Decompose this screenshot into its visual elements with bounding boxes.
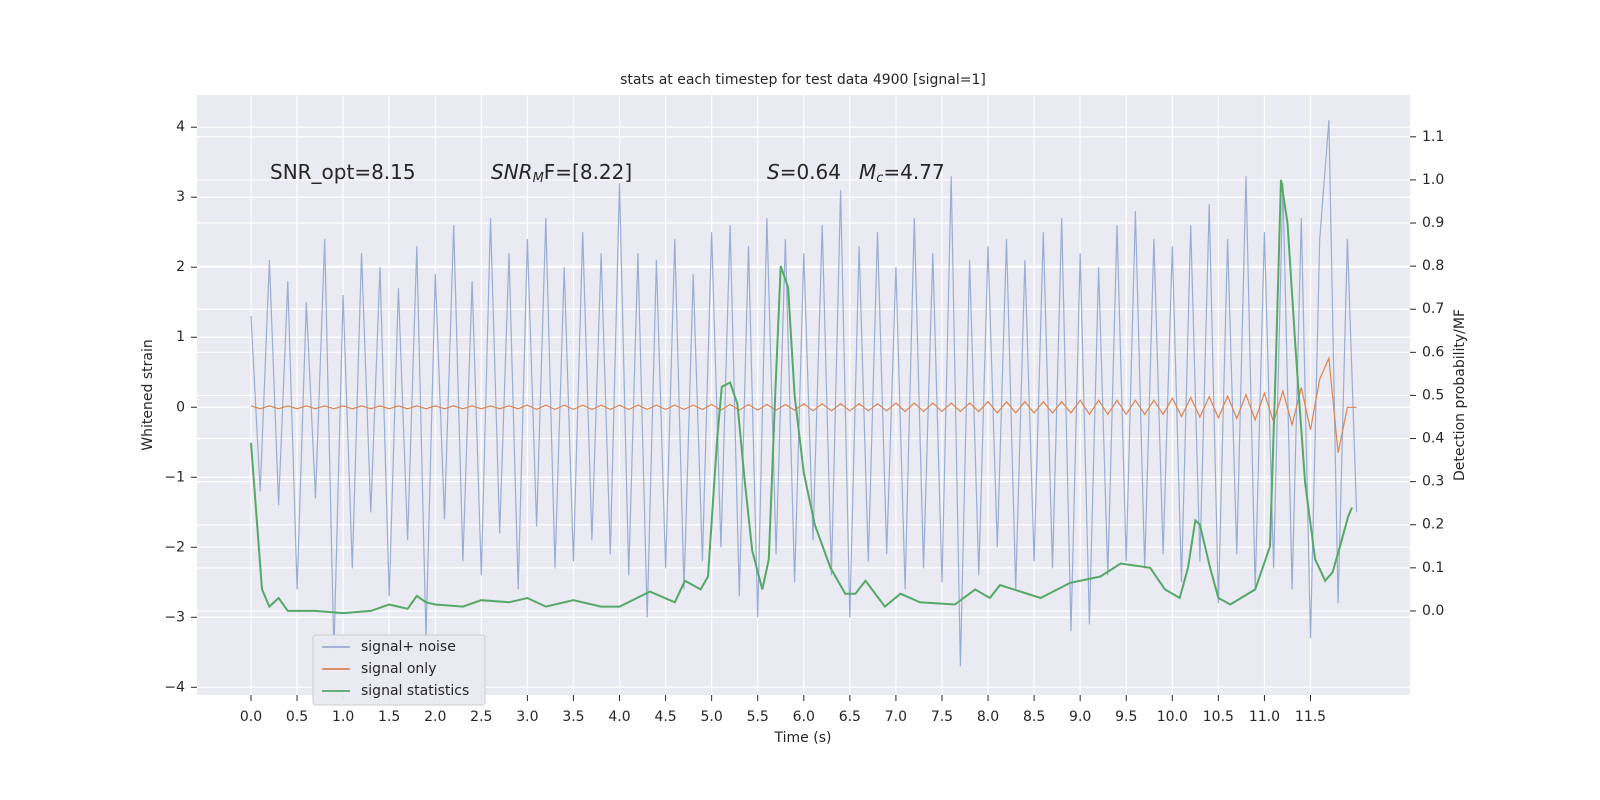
legend-label: signal+ noise (361, 639, 456, 655)
x-tick-label: 1.5 (378, 709, 400, 725)
y2-tick-label: 0.9 (1422, 215, 1444, 231)
x-tick-label: 0.5 (286, 709, 308, 725)
y-tick-label: −2 (164, 539, 185, 555)
y-tick-label: −1 (164, 469, 185, 485)
x-tick-label: 10.5 (1203, 709, 1234, 725)
annotation: Mc=4.77 (859, 160, 945, 186)
annotation: SNRMF=[8.22] (491, 160, 632, 186)
y2-tick-label: 0.6 (1422, 344, 1444, 360)
x-tick-label: 8.5 (1023, 709, 1045, 725)
series-line (250, 179, 1353, 615)
annotation-part: F=[8.22] (544, 160, 632, 184)
y-tick-label: 4 (176, 119, 185, 135)
annotation-part: SNR (491, 160, 533, 184)
x-tick-label: 2.0 (424, 709, 446, 725)
legend-label: signal only (361, 661, 436, 677)
legend-label: signal statistics (361, 683, 469, 699)
x-tick-label: 11.0 (1249, 709, 1280, 725)
y-tick-label: 3 (176, 189, 185, 205)
x-tick-label: 9.5 (1115, 709, 1137, 725)
x-tick-label: 4.0 (608, 709, 630, 725)
y2-tick-label: 0.0 (1422, 603, 1444, 619)
y-axis-label: Whitened strain (140, 339, 156, 450)
x-tick-label: 10.0 (1157, 709, 1188, 725)
x-tick-label: 6.5 (839, 709, 861, 725)
y-tick-label: 1 (176, 329, 185, 345)
annotation-part: SNR_opt=8.15 (270, 160, 416, 184)
x-tick-label: 3.5 (562, 709, 584, 725)
y-tick-label: 0 (176, 399, 185, 415)
legend-box (312, 634, 486, 706)
x-tick-label: 8.0 (977, 709, 999, 725)
x-tick-label: 5.5 (747, 709, 769, 725)
annotation-part: =0.64 (780, 160, 841, 184)
x-tick-label: 2.5 (470, 709, 492, 725)
annotation: SNR_opt=8.15 (270, 160, 416, 184)
x-tick-label: 11.5 (1295, 709, 1326, 725)
y-tick-label: 2 (176, 259, 185, 275)
y2-tick-label: 0.8 (1422, 258, 1444, 274)
y2-tick-label: 0.5 (1422, 387, 1444, 403)
series-line (250, 355, 1357, 453)
annotation-part: S (767, 160, 780, 184)
y2-tick-label: 0.7 (1422, 301, 1444, 317)
y-tick-label: −3 (164, 609, 185, 625)
x-tick-label: 7.0 (885, 709, 907, 725)
y2-tick-label: 0.3 (1422, 474, 1444, 490)
x-tick-label: 6.0 (793, 709, 815, 725)
y2-tick-label: 1.0 (1422, 172, 1444, 188)
x-tick-label: 5.0 (701, 709, 723, 725)
x-axis-label: Time (s) (774, 730, 832, 746)
y2-tick-label: 0.1 (1422, 560, 1444, 576)
y-tick-label: −4 (164, 679, 185, 695)
annotation: S=0.64 (767, 160, 841, 184)
y2-axis-label: Detection probability/MF (1452, 309, 1468, 481)
legend: signal+ noise signal only signal statistic… (312, 634, 486, 706)
x-tick-label: 1.0 (332, 709, 354, 725)
chart-title: stats at each timestep for test data 490… (620, 72, 986, 88)
x-tick-label: 0.0 (240, 709, 262, 725)
y2-tick-label: 0.4 (1422, 431, 1444, 447)
annotation-subscript: M (533, 171, 544, 186)
x-tick-label: 3.0 (516, 709, 538, 725)
series-line (250, 120, 1358, 667)
x-tick-label: 4.5 (654, 709, 676, 725)
annotation-part: =4.77 (883, 160, 944, 184)
y2-tick-label: 0.2 (1422, 517, 1444, 533)
annotation-subscript: c (876, 171, 883, 186)
x-tick-label: 7.5 (931, 709, 953, 725)
y2-tick-label: 1.1 (1422, 129, 1444, 145)
annotation-part: M (859, 160, 876, 184)
x-tick-label: 9.0 (1069, 709, 1091, 725)
